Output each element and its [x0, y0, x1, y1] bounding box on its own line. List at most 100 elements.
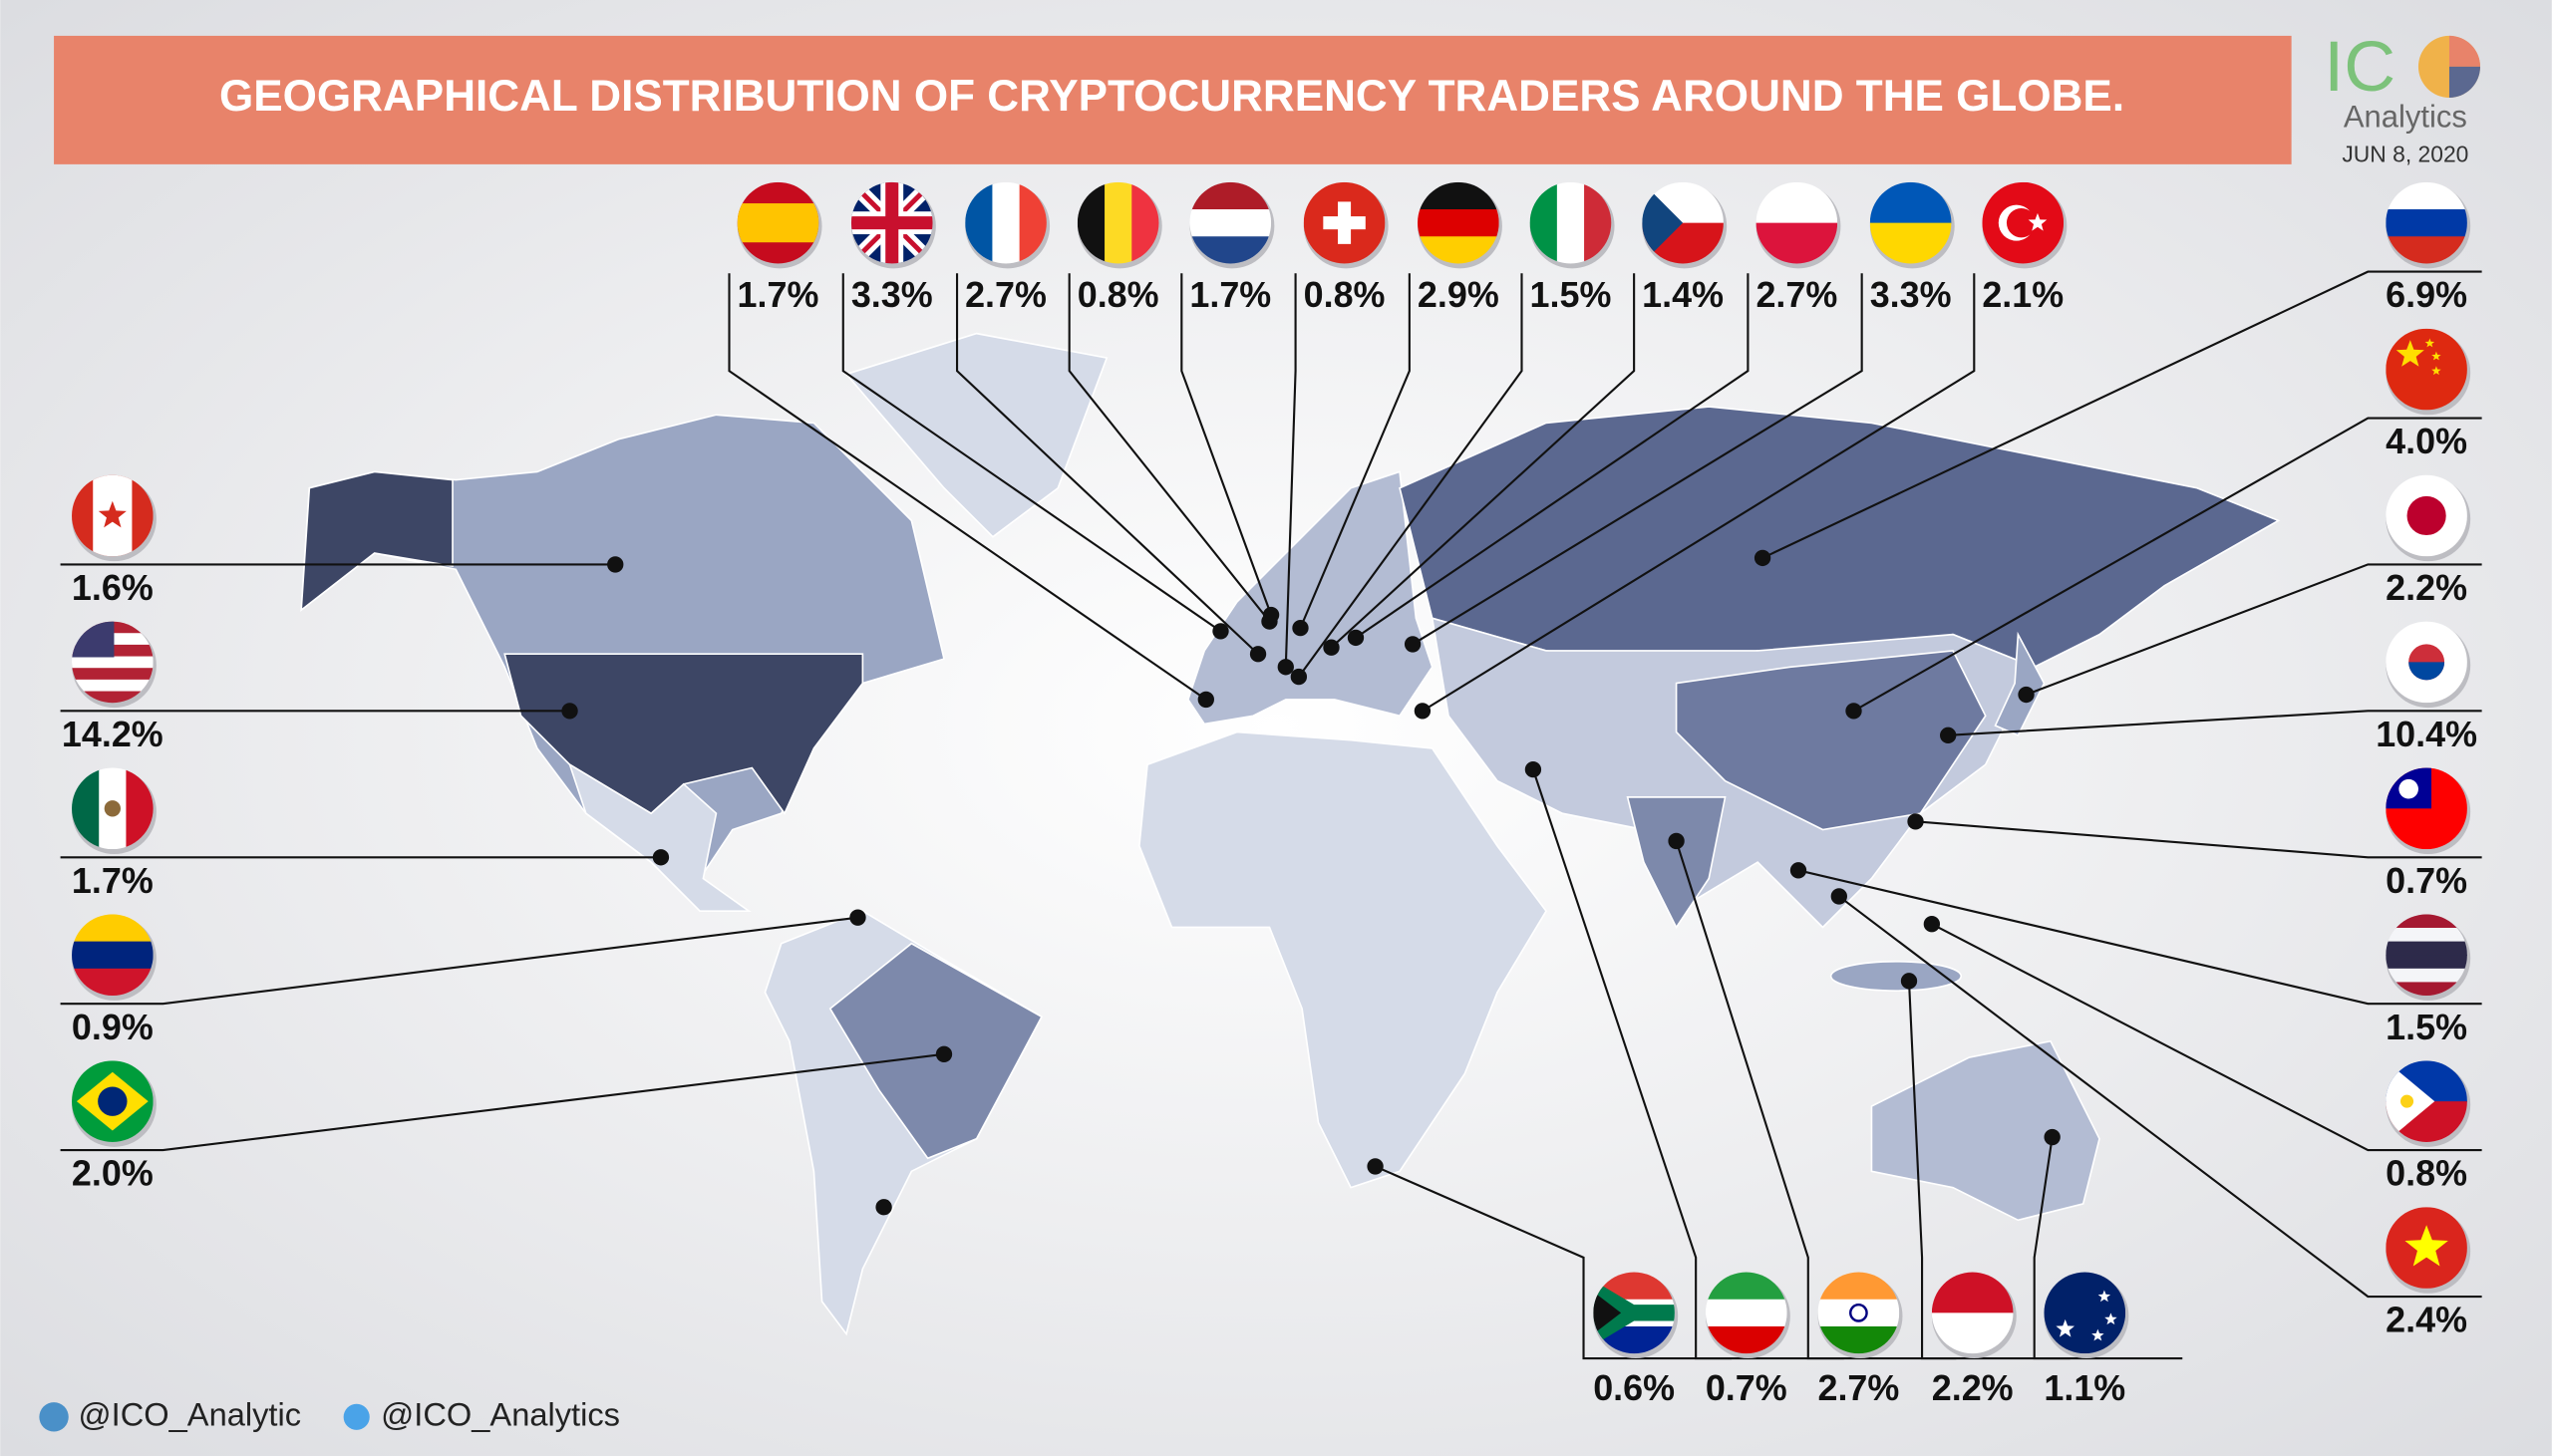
flag: [2386, 328, 2467, 411]
alaska: [300, 470, 454, 612]
location-dot: [561, 703, 578, 720]
leader-line: [1931, 923, 2482, 1152]
percent-label: 1.7%: [72, 860, 154, 901]
title-banner: [54, 35, 2292, 164]
flag: [2386, 181, 2467, 264]
location-dot: [1367, 1158, 1384, 1175]
percent-label: 2.1%: [1982, 274, 2064, 315]
flag: [72, 1060, 154, 1142]
percent-label: 0.8%: [1078, 274, 1159, 315]
flag-part: [1593, 1280, 1675, 1345]
percent-label: 0.7%: [1706, 1367, 1787, 1408]
location-dot: [1249, 646, 1267, 663]
percent-label: 0.6%: [1593, 1367, 1675, 1408]
location-dot: [1292, 619, 1309, 637]
africa: [1138, 730, 1547, 1189]
flag-part: [2404, 1225, 2448, 1267]
leader-line: [1797, 869, 2482, 1006]
indonesia: [1829, 960, 1963, 992]
flag-part: [1642, 181, 1684, 264]
percent-label: 1.5%: [1530, 274, 1612, 315]
telegram-handle[interactable]: @ICO_Analytic: [79, 1395, 302, 1432]
flag-part: [2386, 955, 2467, 970]
brazil: [828, 942, 1044, 1160]
flag-part: [2386, 928, 2467, 943]
location-dot: [1347, 629, 1365, 647]
flag-part: [885, 181, 899, 264]
percent-label: 0.9%: [72, 1007, 154, 1047]
percent-label: 2.7%: [965, 274, 1047, 315]
percent-label: 0.8%: [2386, 1153, 2467, 1194]
leader-line: [1375, 1165, 1733, 1360]
flag: [2044, 1272, 2126, 1354]
leader-line: [1068, 273, 1271, 623]
flag-part: [2097, 1290, 2111, 1303]
percent-label: 2.7%: [1817, 1367, 1899, 1408]
leader-line: [1284, 273, 1297, 668]
location-dot: [935, 1045, 953, 1062]
percent-label: 1.6%: [72, 567, 154, 608]
leader-line: [728, 273, 1207, 701]
location-dot: [1290, 668, 1308, 686]
china: [1675, 650, 1987, 831]
leader-line: [1422, 273, 1976, 713]
flag-part: [2386, 941, 2467, 957]
flag: [2386, 474, 2467, 557]
flag-part: [2386, 209, 2467, 238]
flag: [1755, 181, 1838, 264]
flag-part: [2406, 495, 2446, 536]
percent-label: 10.4%: [2376, 714, 2477, 754]
location-dot: [1907, 813, 1924, 830]
twitter-handle[interactable]: @ICO_Analytics: [381, 1395, 620, 1432]
flag: [850, 181, 933, 264]
location-dot: [1668, 832, 1685, 850]
percent-label: 1.1%: [2044, 1367, 2125, 1408]
flag-part: [1338, 201, 1352, 244]
leader-line: [1838, 895, 2482, 1299]
flag-part: [72, 679, 154, 693]
percent-label: 1.5%: [2386, 1007, 2467, 1047]
flag-part: [2044, 1272, 2126, 1354]
percent-label: 2.2%: [1932, 1367, 2014, 1408]
flag: [2386, 767, 2467, 850]
flag-part: [72, 656, 154, 670]
percent-label: 2.9%: [1418, 274, 1499, 315]
flag-part: [72, 941, 154, 970]
location-dot: [1845, 703, 1862, 720]
location-dot: [849, 909, 866, 926]
leader-line: [1915, 820, 2482, 859]
flag-part: [1817, 1299, 1900, 1327]
title: GEOGRAPHICAL DISTRIBUTION OF CRYPTOCURRE…: [219, 72, 2124, 121]
location-dot: [1754, 549, 1771, 567]
leader-line: [1761, 270, 2482, 559]
australia: [1870, 1039, 2100, 1222]
leader-line: [1330, 273, 1636, 649]
brand-pie: [2417, 35, 2480, 98]
flag-part: [1593, 1292, 1622, 1334]
leader-line: [2026, 563, 2482, 697]
flag-part: [2006, 207, 2037, 238]
flag-part: [2408, 662, 2445, 681]
percent-label: 2.0%: [72, 1153, 154, 1194]
percent-label: 3.3%: [1870, 274, 1952, 315]
twitter-icon: [343, 1403, 370, 1430]
percent-label: 3.3%: [851, 274, 933, 315]
location-dot: [2018, 686, 2035, 704]
world-map: [300, 332, 2281, 1336]
flag-part: [2399, 1094, 2414, 1108]
flag-part: [2386, 968, 2467, 984]
flag-part: [2056, 1318, 2075, 1337]
brand-sub: Analytics: [2344, 99, 2467, 134]
usa: [503, 653, 864, 815]
location-dot: [1414, 703, 1432, 720]
flag-part: [98, 500, 127, 528]
leader-line: [1948, 710, 2482, 736]
leader-line: [60, 916, 858, 1006]
percent-label: 2.4%: [2386, 1300, 2467, 1340]
location-dot: [1923, 916, 1941, 933]
telegram-icon: [39, 1402, 69, 1432]
percent-label: 0.7%: [2386, 860, 2467, 901]
flag-part: [72, 691, 154, 704]
